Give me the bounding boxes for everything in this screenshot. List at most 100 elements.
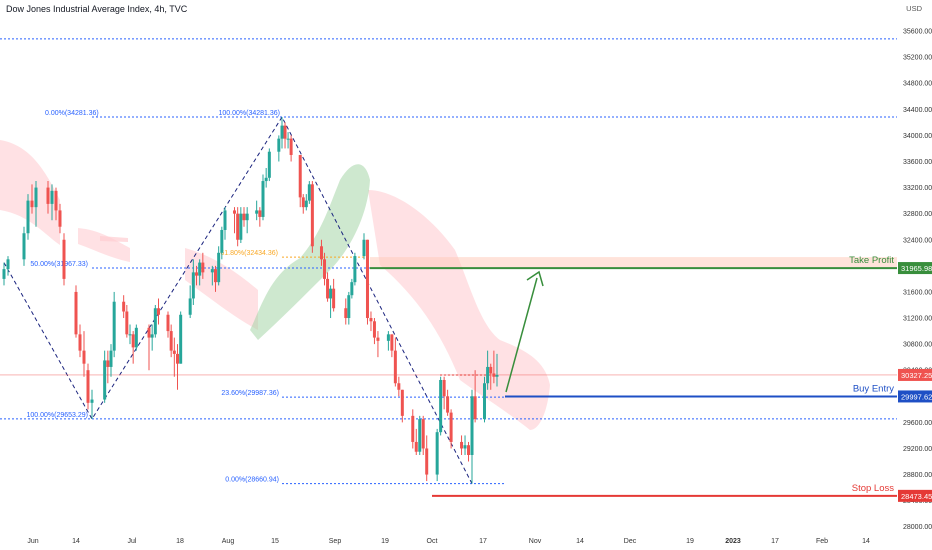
candle-body xyxy=(30,200,34,208)
candle-body xyxy=(109,350,113,367)
candle-body xyxy=(233,210,236,214)
x-tick-label: Jun xyxy=(27,538,38,545)
currency-label: USD xyxy=(906,4,922,13)
candle-body xyxy=(307,184,311,201)
candle-body xyxy=(372,321,376,338)
candle-body xyxy=(483,383,486,420)
x-tick-label: 19 xyxy=(686,538,694,545)
y-tick-label: 35200.00 xyxy=(903,55,932,62)
x-tick-label: Aug xyxy=(222,538,235,545)
fib-label: 23.60%(29987.36) xyxy=(221,390,279,397)
cloud-bearish xyxy=(185,248,258,330)
y-tick-label: 31600.00 xyxy=(903,289,932,296)
x-tick-label: 17 xyxy=(479,538,487,545)
stop-loss-label: Stop Loss xyxy=(852,483,894,494)
candle-body xyxy=(467,445,471,455)
candle-body xyxy=(329,288,333,299)
candle-body xyxy=(463,445,467,449)
candle-body xyxy=(264,177,268,182)
candle-body xyxy=(473,396,477,420)
candle-body xyxy=(390,334,394,351)
x-tick-label: Sep xyxy=(329,538,342,545)
candle-body xyxy=(150,334,154,338)
x-tick-label: 14 xyxy=(72,538,80,545)
candle-body xyxy=(62,239,66,279)
buy-entry-badge-text: 29997.62 xyxy=(901,392,932,401)
candle-body xyxy=(176,353,179,364)
take-profit-label: Take Profit xyxy=(849,255,894,266)
buy-entry-badge xyxy=(898,390,932,403)
candle-body xyxy=(347,295,351,319)
candle-body xyxy=(90,399,94,403)
candle-body xyxy=(210,269,214,273)
candle-body xyxy=(214,269,217,283)
candle-body xyxy=(323,259,327,279)
take-profit-badge xyxy=(898,262,932,275)
candle-body xyxy=(22,233,26,260)
y-tick-label: 29600.00 xyxy=(903,420,932,427)
candle-body xyxy=(304,200,308,208)
candle-body xyxy=(112,301,116,351)
candle-body xyxy=(125,311,129,335)
candle-body xyxy=(82,350,86,364)
candle-body xyxy=(78,334,82,351)
candle-body xyxy=(449,412,453,442)
candle-body xyxy=(353,256,357,283)
x-tick-label: 18 xyxy=(176,538,184,545)
y-tick-label: 30800.00 xyxy=(903,342,932,349)
x-tick-label: 15 xyxy=(271,538,279,545)
candle-body xyxy=(418,419,422,452)
y-tick-label: 35600.00 xyxy=(903,29,932,36)
candle-body xyxy=(157,308,160,315)
last-price-badge xyxy=(898,368,932,381)
x-tick-label: 17 xyxy=(771,538,779,545)
candle-body xyxy=(442,379,446,397)
candle-body xyxy=(223,210,227,230)
cloud-bullish xyxy=(250,164,370,340)
candle-body xyxy=(369,318,373,322)
candle-body xyxy=(86,370,90,403)
y-tick-label: 31200.00 xyxy=(903,316,932,323)
y-tick-label: 34000.00 xyxy=(903,133,932,140)
candle-body xyxy=(201,262,205,273)
take-profit-badge-text: 31965.98 xyxy=(901,264,932,273)
candle-body xyxy=(400,389,404,416)
x-tick-label: 14 xyxy=(576,538,584,545)
candle-body xyxy=(261,181,265,217)
candle-body xyxy=(267,151,271,178)
x-tick-label: 19 xyxy=(381,538,389,545)
candle-body xyxy=(255,210,259,214)
candle-body xyxy=(128,334,132,336)
y-tick-label: 29200.00 xyxy=(903,446,932,453)
y-tick-label: 33200.00 xyxy=(903,185,932,192)
candle-body xyxy=(393,350,397,384)
candle-body xyxy=(220,229,224,253)
candle-body xyxy=(460,441,464,449)
candle-body xyxy=(153,308,157,335)
candle-body xyxy=(195,272,198,276)
y-tick-label: 33600.00 xyxy=(903,159,932,166)
candle-body xyxy=(326,278,330,299)
candle-body xyxy=(46,187,50,204)
candle-body xyxy=(34,187,38,208)
fib-label: 61.80%(32434.36) xyxy=(220,250,278,257)
y-tick-label: 32400.00 xyxy=(903,237,932,244)
candle-body xyxy=(217,252,221,283)
candle-body xyxy=(470,396,474,455)
x-tick-label: Jul xyxy=(128,538,137,545)
candle-body xyxy=(198,262,202,276)
candle-body xyxy=(239,213,243,240)
buy-entry-label: Buy Entry xyxy=(853,383,894,394)
fib-label: 50.00%(31967.33) xyxy=(30,261,88,268)
stop-loss-badge xyxy=(898,489,932,502)
candle-body xyxy=(386,334,390,341)
candle-body xyxy=(414,441,418,452)
x-tick-label: Feb xyxy=(816,538,828,545)
candle-body xyxy=(411,415,415,442)
candle-body xyxy=(350,282,354,296)
candle-body xyxy=(489,366,493,374)
candle-body xyxy=(421,419,425,449)
take-profit-zone xyxy=(370,257,897,269)
y-tick-label: 28800.00 xyxy=(903,472,932,479)
